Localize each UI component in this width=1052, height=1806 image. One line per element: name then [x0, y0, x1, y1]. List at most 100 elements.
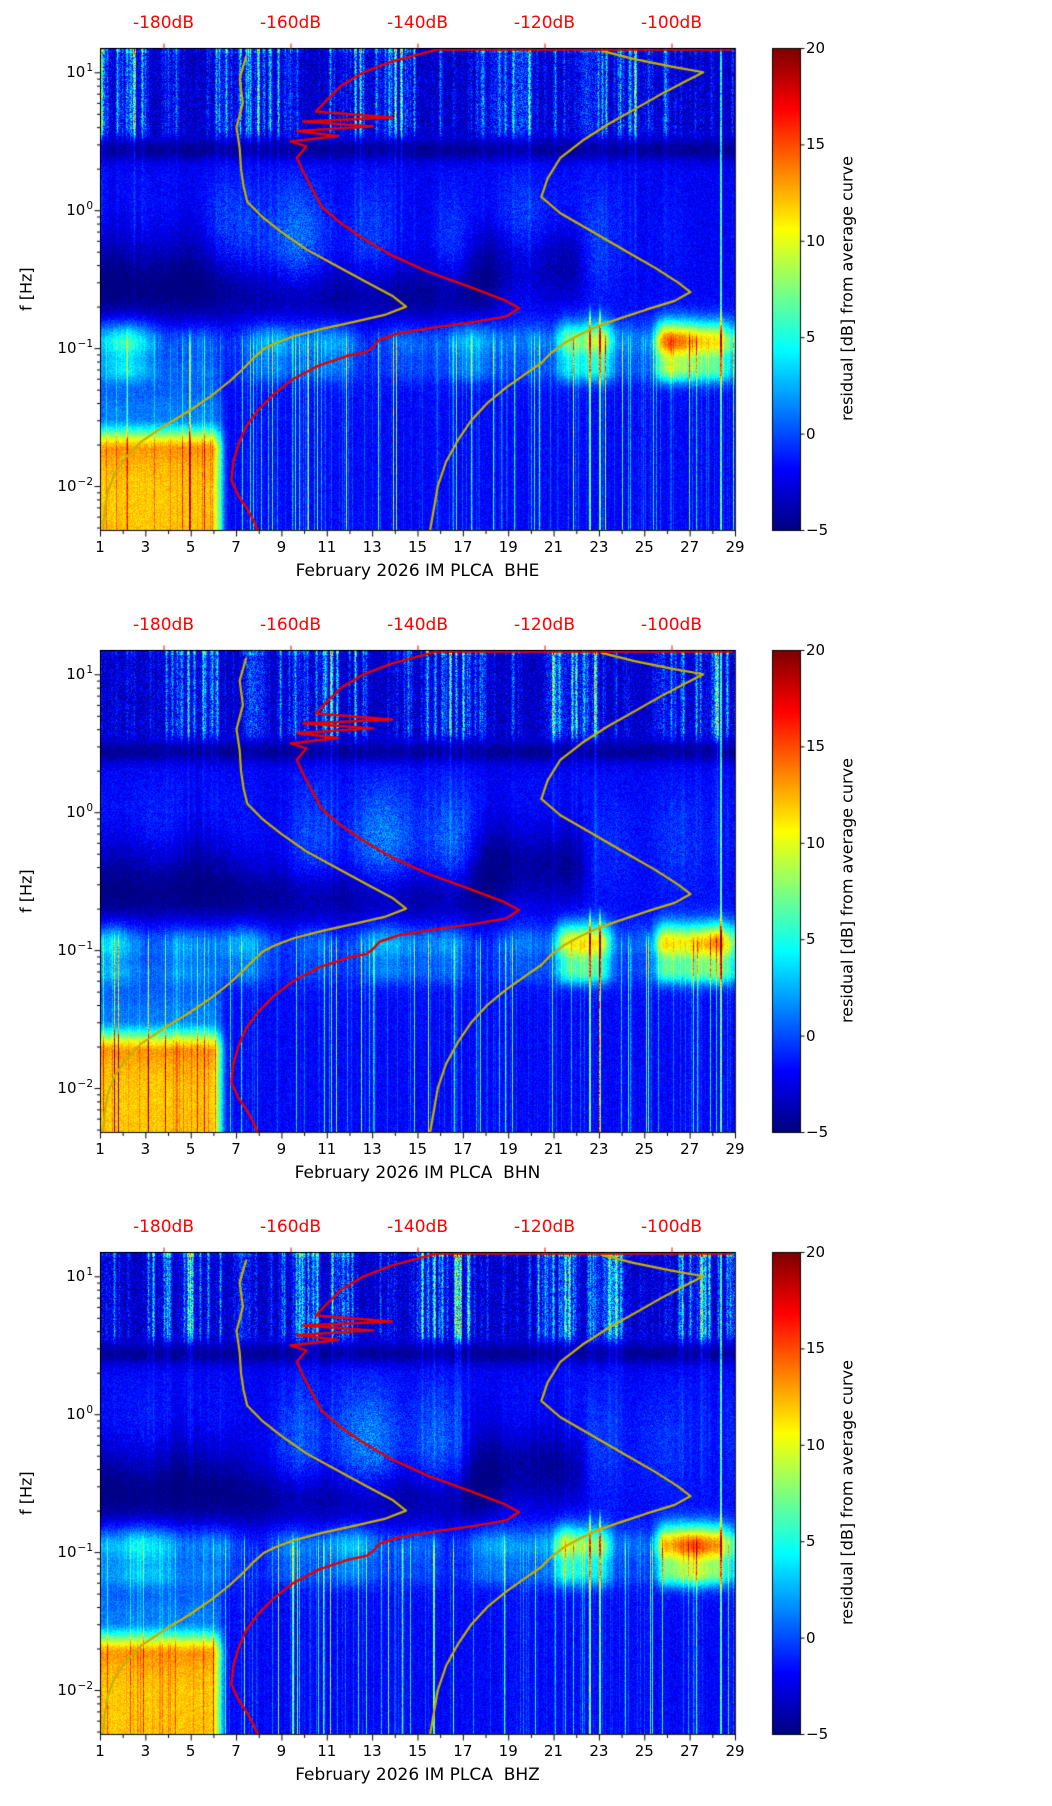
x-tick-label: 29	[725, 1742, 745, 1760]
y-tick-base: 10	[57, 339, 77, 358]
x-tick-label: 13	[362, 1742, 382, 1760]
spectrogram-panel-bhn: -180dB -160dB -140dB -120dB -100dB 101 100 10−1…	[0, 602, 1052, 1204]
top-axis-db-label: -180dB	[132, 13, 195, 33]
x-tick-label: 7	[231, 538, 241, 556]
top-axis-db-label: -140dB	[386, 1217, 449, 1237]
colorbar-tick-label: 15	[806, 135, 826, 154]
y-tick-label: 100	[38, 1403, 93, 1427]
y-tick-label: 10−2	[38, 1077, 93, 1101]
x-axis-title: February 2026 IM PLCA BHN	[294, 1163, 541, 1183]
y-tick-exp: 0	[86, 200, 93, 213]
x-tick-label: 15	[407, 1140, 428, 1158]
colorbar-tick-label: 20	[806, 1243, 826, 1261]
x-tick-label: 15	[407, 538, 428, 556]
y-tick-label: 100	[38, 199, 93, 223]
x-tick-label: 7	[231, 1742, 241, 1760]
x-tick-label: 27	[680, 1140, 700, 1158]
y-tick-exp: −2	[77, 476, 93, 489]
x-tick-label: 19	[498, 1140, 518, 1158]
x-tick-label: 3	[140, 538, 151, 556]
colorbar-tick-label: 10	[806, 231, 826, 250]
y-tick-exp: 0	[86, 802, 93, 815]
x-tick-label: 3	[140, 1140, 151, 1158]
x-tick-label: 23	[589, 1742, 609, 1760]
colorbar-tick-label: 5	[806, 1532, 816, 1551]
y-tick-base: 10	[66, 1267, 86, 1286]
colorbar-label: residual [dB] from average curve	[837, 156, 857, 422]
colorbar-label: residual [dB] from average curve	[837, 1360, 857, 1626]
y-tick-base: 10	[66, 803, 86, 822]
x-tick-label: 9	[276, 1140, 287, 1158]
y-tick-label: 10−1	[38, 939, 93, 963]
x-tick-label: 17	[453, 538, 473, 556]
top-axis-db-label: -180dB	[132, 615, 195, 635]
y-tick-base: 10	[66, 1405, 86, 1424]
colorbar-tick-label: 15	[806, 1339, 826, 1358]
top-axis-db-label: -120dB	[513, 615, 576, 635]
y-tick-label: 10−1	[38, 337, 93, 361]
x-tick-label: 27	[680, 1742, 700, 1760]
y-tick-exp: 0	[86, 1404, 93, 1417]
colorbar-tick-label: −5	[806, 1725, 829, 1743]
axes-frame-canvas	[0, 1204, 1052, 1806]
x-tick-label: 17	[453, 1140, 473, 1158]
x-tick-label: 29	[725, 538, 745, 556]
colorbar-label: residual [dB] from average curve	[837, 758, 857, 1024]
top-axis-db-label: -160dB	[259, 13, 322, 33]
y-tick-exp: 1	[86, 664, 93, 677]
y-tick-base: 10	[57, 941, 77, 960]
colorbar-tick-label: 5	[806, 930, 816, 949]
y-tick-base: 10	[57, 1681, 77, 1700]
top-axis-db-label: -100dB	[640, 13, 703, 33]
y-tick-base: 10	[57, 1079, 77, 1098]
x-tick-label: 1	[95, 538, 105, 556]
top-axis-db-label: -180dB	[132, 1217, 195, 1237]
y-tick-base: 10	[57, 1543, 77, 1562]
y-tick-base: 10	[66, 665, 86, 684]
colorbar-tick-label: −5	[806, 1123, 829, 1141]
y-tick-exp: 1	[86, 62, 93, 75]
colorbar-tick-label: 0	[806, 1628, 816, 1647]
y-tick-label: 10−2	[38, 1679, 93, 1703]
y-axis-label: f [Hz]	[16, 869, 36, 913]
colorbar-tick-label: 20	[806, 39, 826, 57]
x-tick-label: 13	[362, 1140, 382, 1158]
x-axis-title: February 2026 IM PLCA BHE	[295, 561, 540, 581]
top-axis-db-label: -160dB	[259, 1217, 322, 1237]
x-tick-label: 25	[634, 1140, 654, 1158]
top-axis-db-label: -100dB	[640, 615, 703, 635]
top-axis-db-label: -100dB	[640, 1217, 703, 1237]
colorbar-tick-label: 15	[806, 737, 826, 756]
x-tick-label: 27	[680, 538, 700, 556]
y-tick-exp: −2	[77, 1078, 93, 1091]
y-tick-exp: −1	[77, 1542, 93, 1555]
y-tick-label: 10−1	[38, 1541, 93, 1565]
y-tick-exp: −2	[77, 1680, 93, 1693]
x-tick-label: 21	[544, 1140, 564, 1158]
y-tick-base: 10	[66, 201, 86, 220]
top-axis-db-label: -120dB	[513, 13, 576, 33]
spectrogram-panel-bhe: -180dB -160dB -140dB -120dB -100dB 101 100 10−1…	[0, 0, 1052, 602]
x-tick-label: 3	[140, 1742, 151, 1760]
x-tick-label: 5	[185, 538, 196, 556]
y-tick-exp: −1	[77, 338, 93, 351]
colorbar-tick-label: 5	[806, 328, 816, 347]
x-axis-title: February 2026 IM PLCA BHZ	[295, 1765, 540, 1785]
top-axis-db-label: -120dB	[513, 1217, 576, 1237]
x-tick-label: 21	[544, 538, 564, 556]
x-tick-label: 13	[362, 538, 382, 556]
y-tick-label: 101	[38, 1265, 93, 1289]
y-axis-label: f [Hz]	[16, 267, 36, 311]
x-tick-label: 19	[498, 1742, 518, 1760]
x-tick-label: 11	[317, 1742, 337, 1760]
x-tick-label: 23	[589, 538, 609, 556]
spectrogram-panel-bhz: -180dB -160dB -140dB -120dB -100dB 101 100 10−1…	[0, 1204, 1052, 1806]
colorbar-tick-label: 0	[806, 424, 816, 443]
colorbar-tick-label: −5	[806, 521, 829, 539]
y-tick-label: 101	[38, 663, 93, 687]
x-tick-label: 1	[95, 1742, 105, 1760]
x-tick-label: 23	[589, 1140, 609, 1158]
x-tick-label: 11	[317, 538, 337, 556]
x-tick-label: 15	[407, 1742, 428, 1760]
